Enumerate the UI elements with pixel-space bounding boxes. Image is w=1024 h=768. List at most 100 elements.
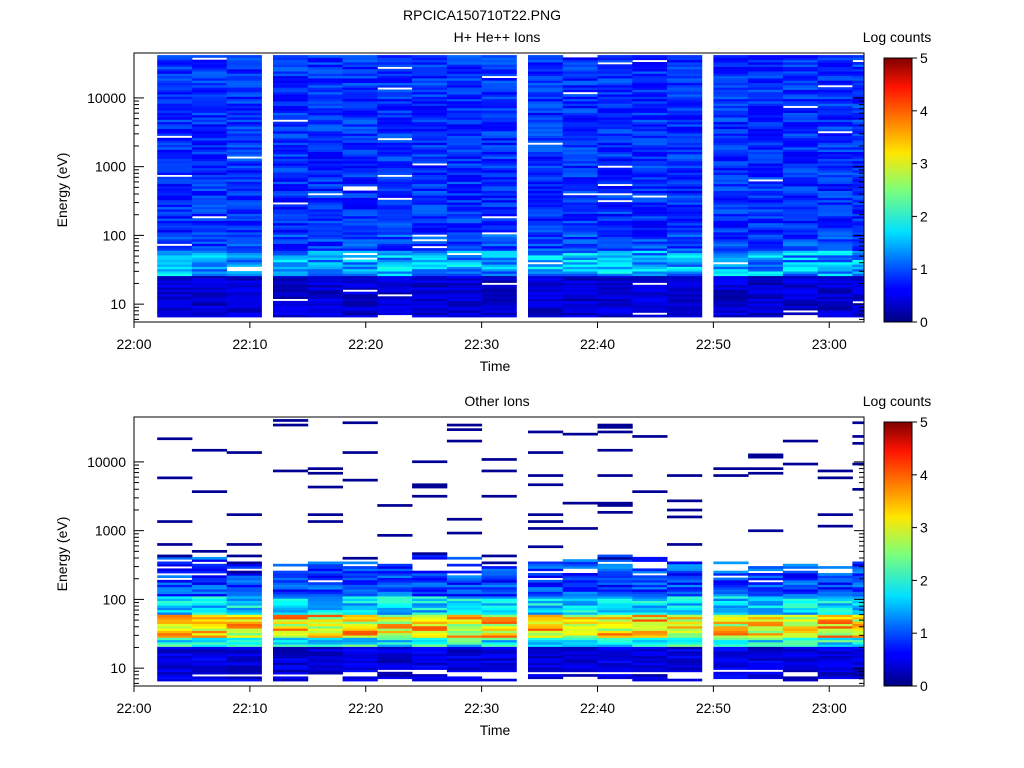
spectrogram-cell [817,165,853,169]
spectrogram-cell [446,229,483,233]
spectrogram-cell [273,213,309,217]
spectrogram-cell [412,593,448,597]
spectrogram-cell [307,57,343,61]
spectrogram-cell [342,639,378,643]
spectrogram-cell [748,266,784,270]
spectrogram-cell [377,110,413,113]
spectrogram-cell [481,570,517,574]
spectrogram-cell [377,229,413,233]
spectrogram-cell [377,158,413,162]
spectrogram-cell [377,312,413,316]
spectrogram-cell [446,110,483,113]
spectrogram-cell [817,294,853,297]
spectrogram-cell [632,149,668,152]
spectrogram-cell [481,284,517,288]
spectrogram-cell [748,197,784,201]
spectrogram-cell [157,186,193,189]
spectrogram-cell [191,662,228,666]
spectrogram-cell [273,582,309,585]
spectrogram-cell [667,609,703,613]
spectrogram-cell [307,144,343,148]
spectrogram-cell [632,291,668,295]
spectrogram-cell [226,625,262,629]
spectrogram-cell [191,119,228,123]
spectrogram-cell [377,89,413,93]
spectrogram-cell [597,128,633,132]
spectrogram-cell [481,573,517,576]
spectrogram-cell [481,312,517,316]
spectrogram-cell [713,68,749,72]
spectrogram-cell [597,291,633,295]
spectrogram-cell [597,655,633,659]
spectrogram-cell [597,119,633,123]
spectrogram-cell [748,94,784,97]
spectrogram-cell [852,222,865,226]
spectrogram-cell [377,596,413,599]
spectrogram-cell [528,600,564,604]
spectrogram-cell [817,243,853,247]
spectrogram-cell [562,135,598,139]
spectrogram-cell [157,232,193,235]
spectrogram-cell [528,144,564,148]
spectrogram-cell [307,591,343,595]
spectrogram-cell [273,310,309,313]
spectrogram-cell [157,57,193,61]
spectrogram-cell [191,294,228,297]
spectrogram-cell [481,204,517,208]
spectrogram-cell [528,188,564,191]
spectrogram-cell [226,554,262,558]
spectrogram-cell [528,68,564,72]
spectrogram-cell [191,195,228,198]
spectrogram-cell [412,204,448,208]
spectrogram-cell [852,167,865,171]
spectrogram-cell [597,225,633,228]
spectrogram-cell [481,280,517,283]
spectrogram-cell [817,222,853,226]
spectrogram-cell [226,137,262,141]
spectrogram-cell [481,252,517,256]
spectrogram-cell [157,236,193,240]
spectrogram-cell [226,280,262,283]
spectrogram-cell [446,78,483,81]
spectrogram-cell [782,607,819,611]
spectrogram-cell [562,250,598,254]
spectrogram-cell [817,206,853,210]
spectrogram-cell [852,268,865,272]
spectrogram-cell [852,151,865,155]
spectrogram-cell [748,243,784,247]
spectrogram-cell [273,199,309,203]
spectrogram-cell [307,188,343,191]
spectrogram-cell [713,71,749,74]
spectrogram-cell [273,678,309,682]
spectrogram-cell [307,197,343,201]
spectrogram-cell [377,225,413,228]
spectrogram-cell [597,625,633,629]
spectrogram-cell [446,255,483,258]
spectrogram-cell [342,421,378,425]
spectrogram-cell [157,218,193,221]
spectrogram-cell [748,568,784,572]
spectrogram-cell [782,439,819,443]
spectrogram-cell [157,98,193,102]
spectrogram-cell [191,589,228,592]
spectrogram-cell [817,602,853,606]
spectrogram-cell [632,241,668,244]
spectrogram-cell [273,149,309,152]
spectrogram-cell [817,589,853,592]
spectrogram-cell [377,605,413,608]
spectrogram-cell [481,579,517,583]
spectrogram-cell [632,630,668,634]
spectrogram-cell [157,151,193,155]
spectrogram-cell [307,75,343,79]
spectrogram-cell [667,211,703,214]
spectrogram-cell [597,140,633,143]
spectrogram-cell [226,602,262,606]
spectrogram-cell [748,167,784,171]
spectrogram-cell [377,534,413,537]
spectrogram-cell [412,579,448,583]
spectrogram-cell [481,648,517,652]
spectrogram-cell [782,250,819,254]
spectrogram-cell [817,605,853,608]
spectrogram-cell [713,174,749,178]
spectrogram-cell [713,78,749,81]
